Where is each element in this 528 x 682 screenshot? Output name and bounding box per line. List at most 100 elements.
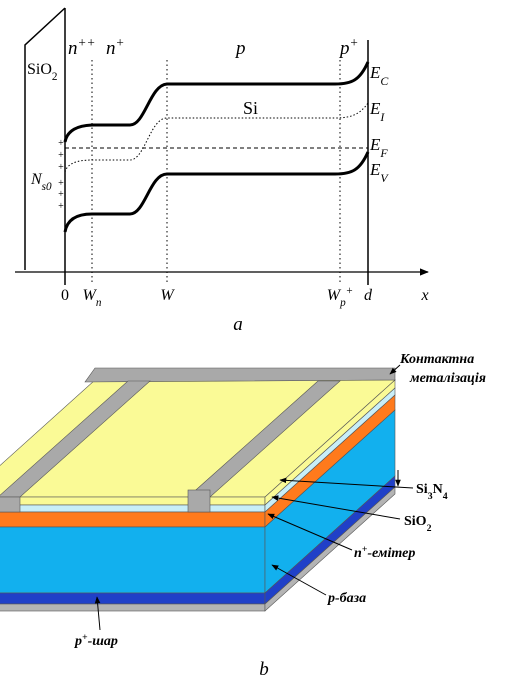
text-part: W (83, 287, 98, 304)
text-part: + (346, 285, 354, 297)
x-tick-label: Wn (83, 287, 102, 309)
text-part: E (369, 160, 381, 179)
text-part: n (68, 38, 78, 59)
pointer (94, 596, 101, 631)
text-part: E (369, 99, 381, 118)
text-part: n (354, 546, 362, 561)
layer (0, 526, 266, 594)
text-part: a (233, 314, 243, 335)
pointer (389, 364, 401, 375)
charge-sign: + (58, 150, 64, 161)
pointer (271, 564, 327, 596)
text-part: металізація (409, 371, 486, 386)
text-part: V (380, 171, 389, 185)
layer (0, 592, 266, 605)
band-label: EI (369, 99, 385, 124)
region-label: n+ (106, 35, 124, 60)
charge-sign: + (58, 178, 64, 189)
x-axis-label: x (420, 287, 428, 304)
x-tick-label: Wp+ (327, 285, 353, 309)
layer-label: Si3N4 (416, 482, 448, 502)
text-part: -шар (88, 634, 118, 649)
x-tick-label: 0 (61, 287, 69, 304)
text-part: p (338, 38, 350, 59)
pointer (271, 495, 401, 520)
charge-sign: + (58, 162, 64, 173)
text-part: W (327, 287, 342, 304)
caption: b (259, 659, 269, 680)
x-tick-label: W (160, 287, 175, 304)
text-part: s0 (42, 181, 52, 193)
layer-label: n+-емітер (354, 544, 415, 562)
layer (0, 504, 266, 513)
contact-label: металізація (409, 371, 486, 386)
charge-sign: + (58, 138, 64, 149)
side-layer (264, 486, 396, 612)
conduction-band (63, 61, 370, 143)
charge-sign: + (58, 189, 64, 200)
charge-sign: + (58, 201, 64, 212)
x-tick-label: d (364, 287, 373, 304)
text-part: p-база (327, 591, 366, 606)
caption: a (233, 314, 243, 335)
layer-label: p+-шар (74, 632, 118, 650)
text-part: ++ (78, 35, 96, 50)
layer (0, 511, 266, 528)
text-part: p (339, 297, 346, 309)
layer (0, 603, 266, 612)
layer-label: p-база (327, 591, 366, 606)
region-label: n++ (68, 35, 95, 60)
text-part: + (350, 35, 359, 50)
semiconductor-label: Si (243, 98, 258, 118)
valence-band (63, 151, 370, 233)
text-part: p (234, 38, 246, 59)
layer-label: SiO2 (404, 514, 432, 534)
band-diagram (15, 7, 429, 285)
text-part: 3 (428, 491, 433, 502)
text-part: n (106, 38, 116, 59)
region-label: p+ (338, 35, 358, 60)
text-part: x (420, 287, 428, 304)
band-label: EF (369, 135, 388, 160)
text-part: Si (416, 482, 428, 497)
text-part: + (82, 632, 88, 643)
text-part: 2 (52, 71, 58, 83)
region-label: p (234, 38, 246, 59)
finger-edge (187, 489, 211, 513)
finger-edge (0, 496, 21, 513)
text-part: b (259, 659, 269, 680)
solar-cell-structure (0, 367, 396, 612)
text-part: E (369, 63, 381, 82)
text-part: 0 (61, 287, 69, 304)
pointer (279, 477, 414, 489)
text-part: SiO (404, 514, 427, 529)
text-part: p (74, 634, 82, 649)
text-part: E (369, 135, 381, 154)
text-part: C (380, 74, 389, 88)
surface-charge-label: Ns0 (30, 171, 52, 193)
text-part: I (379, 110, 385, 124)
text-part: + (116, 35, 125, 50)
text-part: Контактна (399, 352, 474, 367)
text-part: N (30, 171, 43, 188)
text-part: N (433, 482, 443, 497)
band-label: EC (369, 63, 389, 88)
text-part: F (379, 146, 388, 160)
text-part: SiO (27, 61, 52, 78)
layer (0, 496, 266, 506)
text-part: -емітер (367, 546, 415, 561)
text-part: 4 (443, 491, 448, 502)
band-label: EV (369, 160, 389, 185)
text-part: n (96, 297, 102, 309)
contact-label: Контактна (399, 352, 474, 367)
text-part: + (362, 544, 368, 555)
pointers (94, 364, 414, 631)
text-part: Si (243, 98, 258, 118)
oxide-outline (24, 7, 66, 270)
text-part: 2 (427, 523, 432, 534)
text-part: d (364, 287, 373, 304)
bus-bar (84, 367, 396, 383)
text-part: W (160, 287, 175, 304)
pointer (267, 513, 353, 551)
intrinsic-level (64, 102, 369, 173)
